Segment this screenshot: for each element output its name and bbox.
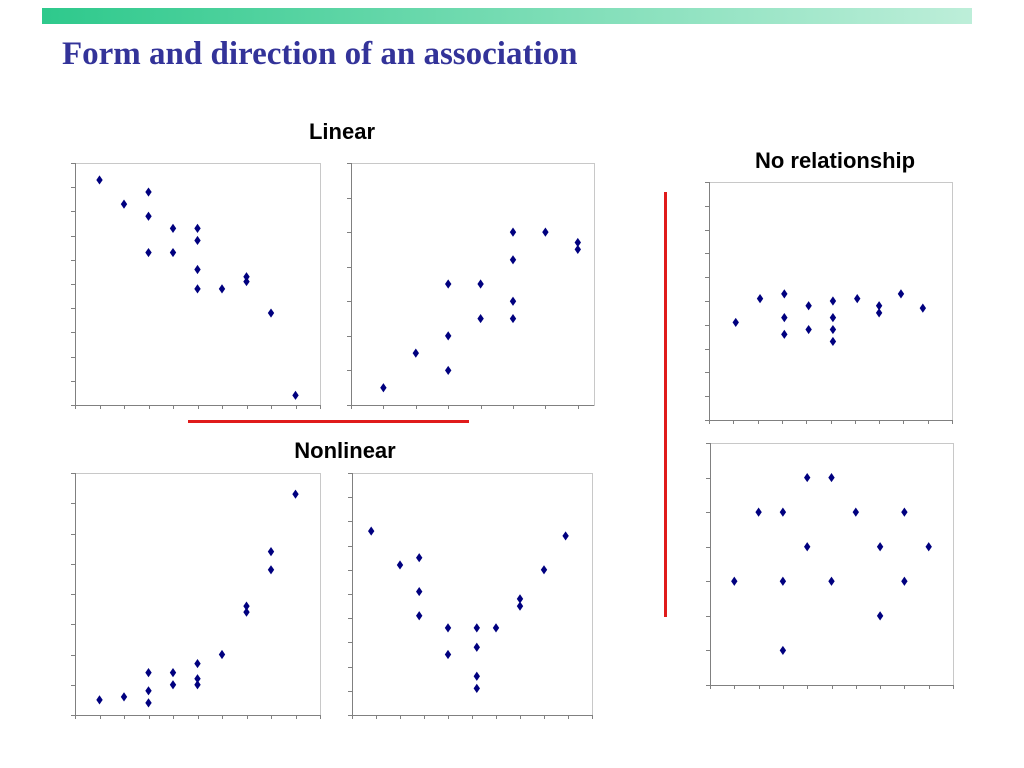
data-point [445,365,452,376]
slide-title: Form and direction of an association [62,36,578,72]
data-point [380,383,387,393]
scatter-plot-linear-negative [71,163,321,409]
data-point [473,683,480,693]
data-point [267,308,275,318]
scatter-plot-nonlinear-curved [71,473,321,719]
data-point [416,553,423,563]
data-point [477,279,484,289]
data-point [368,526,375,536]
data-point [169,680,177,690]
section-divider-horizontal [188,420,469,423]
data-point [396,560,404,570]
data-point [492,623,500,633]
data-point [805,301,812,311]
plot-area [75,163,321,406]
top-accent-bar [42,8,972,24]
data-point [267,547,275,557]
data-point [243,601,250,611]
data-point [444,623,452,633]
data-point [473,642,480,652]
data-point [805,324,812,335]
data-point [194,680,201,690]
data-point [540,565,548,575]
data-point [243,607,250,617]
data-point [509,296,517,306]
data-point [854,294,861,304]
data-point [828,576,835,586]
data-point [96,695,103,705]
plot-area [710,443,954,686]
data-point [416,586,423,597]
data-point [194,284,201,294]
scatter-plot-no-relationship-2 [706,443,954,689]
data-point [243,276,250,287]
data-point [194,223,201,233]
data-point [509,227,517,237]
data-point [292,390,299,400]
data-point [96,175,103,185]
plot-area [352,473,593,716]
section-divider-vertical [664,192,667,617]
data-point [516,601,524,611]
data-point [516,594,524,604]
scatter-plot-no-relationship-1 [705,182,953,424]
data-point [445,279,452,289]
data-point [828,472,835,483]
data-point [509,313,517,324]
section-label-linear: Linear [308,119,376,144]
section-label-nonlinear: Nonlinear [294,438,396,463]
data-point [194,264,201,275]
data-point [292,489,299,499]
data-point [218,284,226,294]
data-point [194,235,201,246]
scatter-plot-linear-positive [347,163,595,409]
data-point [120,199,128,209]
data-point [473,623,480,633]
data-point [444,649,452,660]
data-point [218,649,226,660]
section-label-no-relationship: No relationship [754,148,916,173]
plot-area [351,163,595,406]
scatter-plot-nonlinear-u-shaped [348,473,593,719]
